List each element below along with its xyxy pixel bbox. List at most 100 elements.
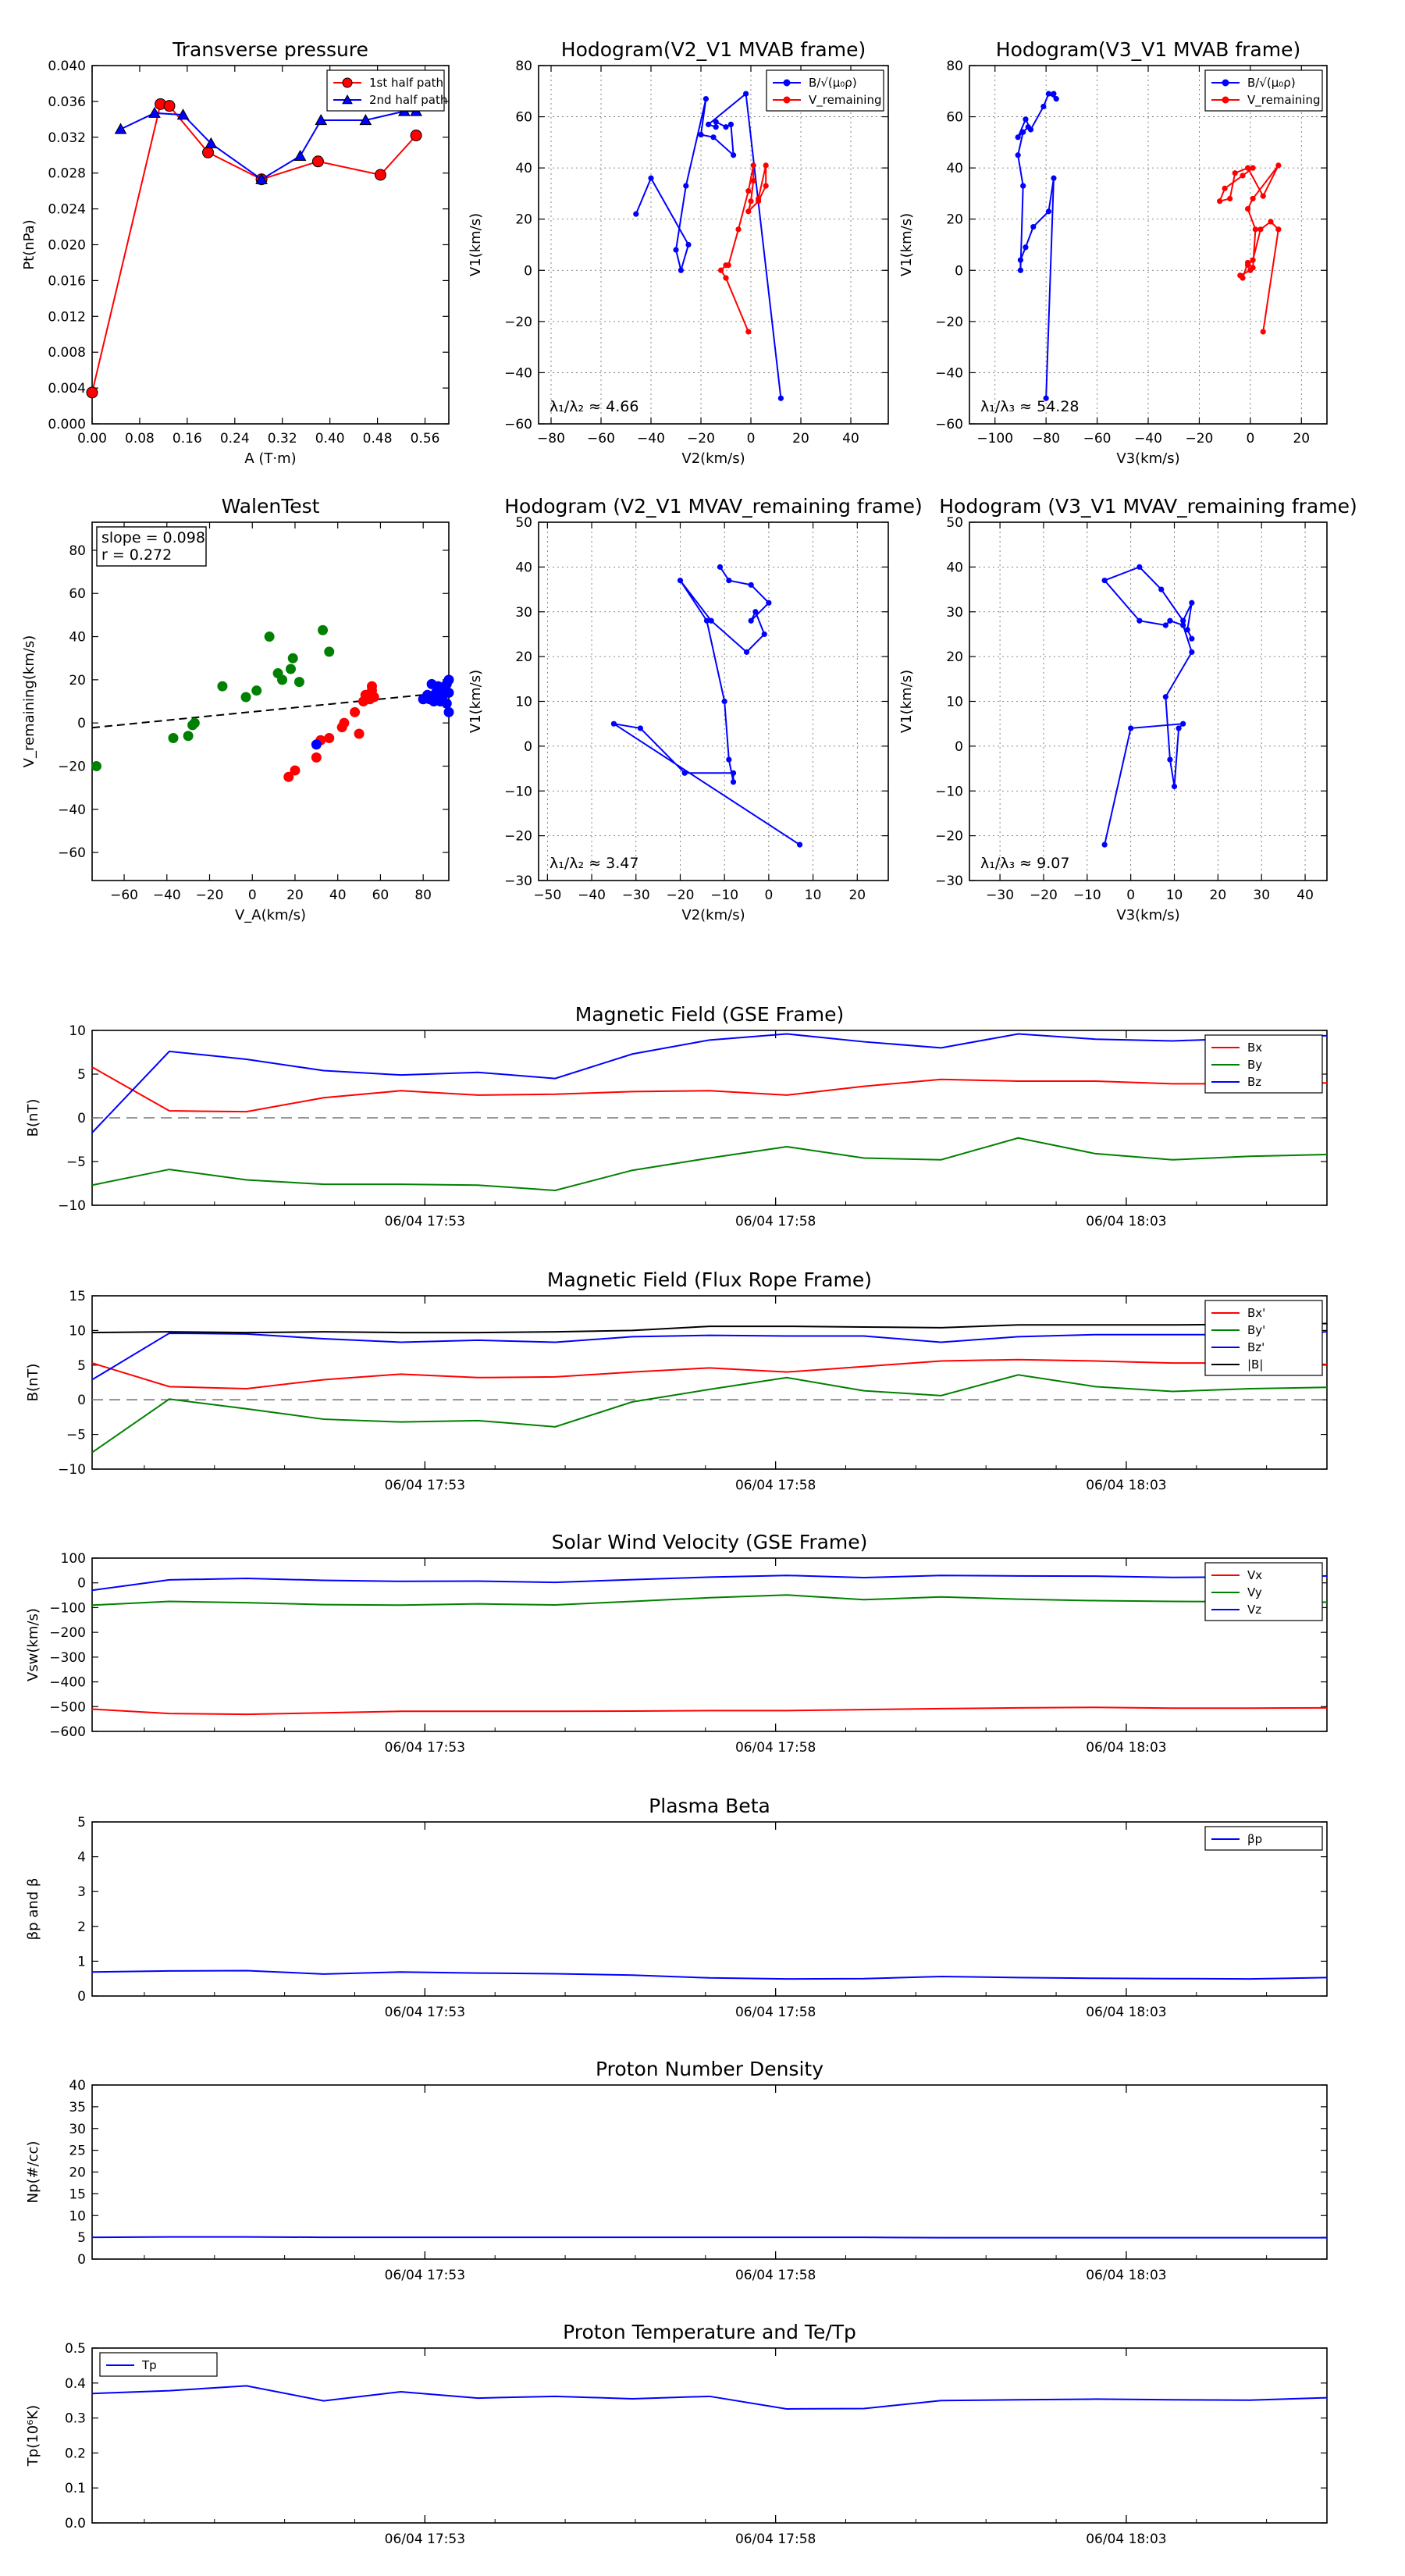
scatter-point bbox=[264, 632, 275, 642]
series-line-0 bbox=[91, 2236, 1327, 2239]
data-point bbox=[255, 173, 268, 184]
chart-title: Plasma Beta bbox=[649, 1795, 770, 1817]
legend-label: Tp bbox=[141, 2358, 157, 2372]
series-line bbox=[91, 103, 417, 393]
series-1 bbox=[1217, 162, 1282, 335]
x-tick-label: 20 bbox=[1210, 888, 1227, 903]
x-tick-label: 06/04 17:53 bbox=[385, 1478, 465, 1493]
data-point bbox=[1043, 395, 1049, 401]
x-tick-label: 06/04 17:58 bbox=[735, 2268, 816, 2283]
series-line-Vy bbox=[91, 1594, 1328, 1606]
series-line bbox=[720, 165, 767, 333]
scatter-point bbox=[441, 698, 452, 709]
data-point bbox=[708, 617, 714, 624]
y-tick-label: 0.000 bbox=[48, 417, 86, 432]
y-tick-label: 0.028 bbox=[48, 166, 86, 182]
legend-label: Bz' bbox=[1247, 1340, 1264, 1354]
y-tick-label: 0 bbox=[524, 263, 532, 279]
data-point bbox=[648, 175, 654, 181]
y-tick-label: 10 bbox=[69, 1023, 86, 1039]
chart-bfr: −10 −5 0 5 10 15 06/04 17:53 06/04 17:58 06/04 1… bbox=[25, 1268, 1328, 1493]
series-line bbox=[120, 110, 417, 180]
y-axis-label: Vsw(km/s) bbox=[25, 1608, 41, 1681]
data-point bbox=[703, 617, 710, 624]
data-point bbox=[1180, 720, 1186, 727]
legend-box bbox=[766, 69, 884, 112]
stats-line: slope = 0.098 bbox=[101, 529, 205, 546]
data-point bbox=[717, 564, 724, 570]
data-point bbox=[359, 113, 372, 126]
data-point bbox=[677, 577, 684, 584]
chart-h3: −50 −40 −30 −20 −10 0 10 20 −30 −20 −10 0 10 20 30 40 50… bbox=[468, 495, 923, 923]
scatter-point bbox=[368, 692, 379, 703]
y-tick-label: 0.2 bbox=[65, 2446, 86, 2461]
data-point bbox=[777, 395, 784, 401]
y-tick-label: 40 bbox=[515, 161, 532, 176]
data-point bbox=[1015, 152, 1021, 158]
data-point bbox=[713, 124, 719, 130]
data-point bbox=[731, 152, 737, 158]
series-1 bbox=[718, 162, 769, 335]
data-point bbox=[730, 779, 737, 785]
x-tick-label: 40 bbox=[329, 888, 347, 903]
data-point bbox=[176, 109, 190, 120]
y-tick-label: 0.036 bbox=[48, 94, 86, 110]
legend-marker bbox=[783, 79, 791, 87]
y-tick-label: 3 bbox=[77, 1884, 86, 1900]
stats-box bbox=[96, 526, 207, 567]
legend-label: |B| bbox=[1247, 1357, 1263, 1372]
data-point bbox=[750, 162, 756, 169]
x-tick-label: −80 bbox=[1032, 431, 1060, 447]
y-axis-label: V_remaining(km/s) bbox=[21, 635, 37, 768]
y-tick-label: 2 bbox=[77, 1920, 86, 1935]
x-tick-label: 0 bbox=[747, 431, 756, 447]
data-point bbox=[698, 131, 704, 138]
x-tick-label: −60 bbox=[110, 888, 138, 903]
y-tick-label: 60 bbox=[946, 110, 963, 126]
scatter-point bbox=[287, 653, 298, 664]
data-point bbox=[1244, 165, 1251, 171]
legend-label: 1st half path bbox=[369, 76, 443, 90]
data-point bbox=[1051, 175, 1057, 181]
x-tick-label: 06/04 18:03 bbox=[1086, 1478, 1166, 1493]
y-tick-label: 0.008 bbox=[48, 345, 86, 361]
series-line bbox=[1218, 165, 1279, 333]
y-tick-label: −20 bbox=[935, 829, 963, 845]
x-tick-label: 0 bbox=[248, 888, 257, 903]
chart-walen: −60 −40 −20 0 20 40 60 80 −60 −40 −20 0 20 40 60 80 Wale… bbox=[21, 495, 454, 923]
scatter-point bbox=[318, 624, 329, 635]
y-tick-label: 50 bbox=[946, 515, 963, 531]
data-point bbox=[163, 100, 176, 112]
x-tick-label: 10 bbox=[805, 888, 822, 903]
data-point bbox=[114, 123, 127, 134]
x-tick-label: −20 bbox=[1185, 431, 1213, 447]
x-tick-label: 06/04 17:58 bbox=[735, 2532, 816, 2547]
y-tick-label: 40 bbox=[69, 2078, 86, 2094]
y-tick-label: 15 bbox=[69, 2186, 86, 2202]
data-point bbox=[1275, 162, 1282, 169]
chart-bgse: −10 −5 0 5 10 06/04 17:53 06/04 17:58 06/04 18:… bbox=[25, 1003, 1328, 1229]
series-1 bbox=[283, 681, 379, 782]
data-point bbox=[1217, 198, 1223, 205]
y-tick-label: −40 bbox=[935, 365, 963, 381]
y-tick-label: 5 bbox=[77, 2230, 86, 2246]
legend-label: B/√(μ₀ρ) bbox=[809, 76, 857, 90]
data-point bbox=[202, 146, 215, 158]
x-tick-label: 06/04 17:58 bbox=[735, 1478, 816, 1493]
data-point bbox=[702, 96, 710, 102]
y-tick-label: 20 bbox=[946, 212, 963, 228]
y-tick-label: −20 bbox=[504, 829, 532, 845]
data-point bbox=[763, 162, 769, 169]
y-tick-label: −30 bbox=[935, 873, 963, 889]
data-point bbox=[1268, 219, 1274, 225]
data-point bbox=[1020, 129, 1026, 135]
y-tick-label: −20 bbox=[504, 315, 532, 330]
data-point bbox=[710, 134, 717, 141]
y-tick-label: 100 bbox=[61, 1551, 86, 1567]
scatter-point bbox=[283, 771, 294, 782]
data-point bbox=[743, 649, 750, 655]
y-tick-label: −40 bbox=[58, 802, 86, 818]
series-line bbox=[613, 566, 801, 845]
series-line-Bx bbox=[91, 1066, 1328, 1113]
series-0 bbox=[633, 91, 784, 401]
